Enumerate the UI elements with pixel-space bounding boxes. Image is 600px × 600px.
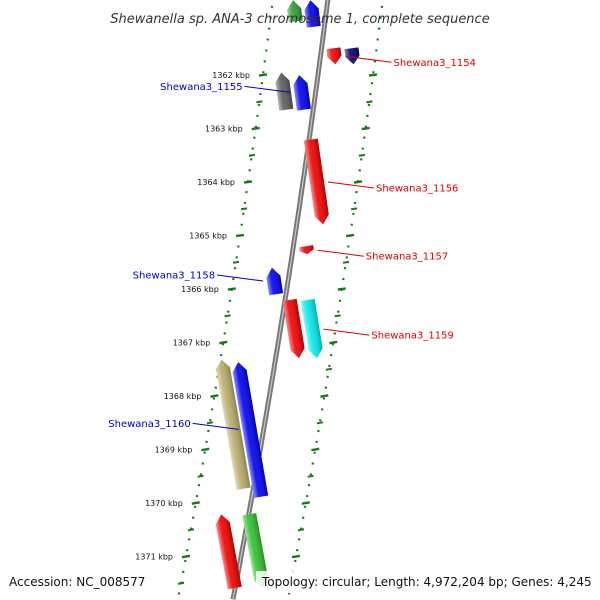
gene-label: Shewana3_1156 [376, 184, 458, 195]
minor-tick [224, 314, 231, 318]
major-tick [258, 73, 268, 77]
gene-label: Shewana3_1160 [108, 419, 190, 430]
gene-arrow [287, 0, 303, 23]
accession-text: Accession: NC_008577 [9, 575, 145, 589]
gene-label: Shewana3_1157 [366, 252, 448, 263]
gene-label-connector [244, 85, 291, 93]
gene-arrow [303, 138, 329, 225]
minor-tick [334, 314, 341, 318]
tick-label: 1365 kbp [189, 232, 227, 241]
minor-tick [307, 474, 314, 478]
gene-arrow [242, 513, 269, 589]
tick-label: 1366 kbp [181, 285, 219, 294]
tick-label: 1363 kbp [205, 125, 243, 134]
major-tick [329, 340, 338, 345]
tick-label: 1362 kbp [212, 71, 250, 80]
major-tick [201, 447, 210, 452]
major-tick [345, 233, 355, 238]
tick-label: 1369 kbp [155, 446, 193, 455]
minor-tick [248, 153, 256, 157]
major-tick [181, 554, 191, 559]
topology-text: Topology: circular; Length: 4,972,204 bp… [261, 575, 592, 589]
minor-tick [350, 207, 358, 211]
gene-label-connector [323, 328, 370, 336]
major-tick [320, 394, 329, 398]
minor-tick [187, 528, 195, 532]
topology-box [256, 571, 596, 593]
minor-tick [325, 367, 333, 371]
gene-arrow [215, 514, 242, 590]
major-tick [191, 501, 200, 505]
major-tick [243, 180, 253, 184]
strand-guides [176, 0, 384, 600]
minor-tick [316, 421, 324, 425]
major-tick [353, 180, 363, 184]
map-title: Shewanella sp. ANA-3 chromosome 1, compl… [110, 12, 489, 27]
minor-tick [177, 581, 185, 585]
major-tick [235, 233, 245, 238]
tick-label: 1364 kbp [197, 178, 235, 187]
minor-tick [240, 207, 248, 211]
reverse-strand-guide [286, 0, 384, 600]
gene-labels: Shewana3_1154 Shewana3_1155 Shewana3_1156 S… [108, 55, 476, 430]
minor-tick [366, 100, 373, 104]
minor-tick [206, 421, 214, 425]
gene-label: Shewana3_1154 [394, 58, 476, 69]
gene-arrow [304, 0, 321, 28]
tick-label: 1368 kbp [164, 392, 202, 401]
gene-label-connector [345, 55, 392, 63]
minor-tick [342, 260, 350, 264]
forward-strand-guide [176, 0, 274, 600]
kbp-ticks: 1362 kbp 1363 kbp 1364 kbp 1365 kbp 1366 kbp… [135, 71, 378, 585]
minor-tick [197, 474, 204, 478]
major-tick [210, 394, 219, 398]
gene-arrow [216, 359, 251, 490]
gene-arrow [299, 245, 314, 255]
major-tick [219, 340, 228, 345]
gene-label: Shewana3_1158 [133, 271, 215, 282]
major-tick [227, 287, 236, 291]
gene-arrow [232, 362, 269, 498]
major-tick [251, 126, 260, 131]
gene-features [215, 0, 360, 590]
gene-arrow [293, 75, 311, 111]
chromosome-backbone [230, 0, 331, 600]
major-tick [368, 73, 378, 77]
minor-tick [232, 260, 240, 264]
accession-box [3, 571, 149, 593]
major-tick [311, 447, 320, 452]
gene-label-connector [317, 249, 364, 257]
gene-label: Shewana3_1155 [160, 82, 242, 93]
major-tick [361, 126, 370, 131]
gene-arrow [326, 47, 342, 65]
minor-tick [256, 100, 263, 104]
gene-label-connector [192, 422, 239, 430]
gene-arrow [300, 298, 323, 359]
backbone-highlight [232, 0, 329, 600]
minor-tick [297, 528, 305, 532]
major-tick [337, 287, 346, 291]
tick-label: 1371 kbp [135, 553, 173, 562]
gene-label: Shewana3_1159 [371, 331, 453, 342]
tick-label: 1370 kbp [145, 499, 183, 508]
gene-arrow [266, 267, 284, 296]
minor-tick [358, 153, 366, 157]
tick-label: 1367 kbp [173, 339, 211, 348]
gene-label-connector [327, 181, 375, 189]
gene-arrow [282, 298, 305, 359]
major-tick [291, 554, 301, 559]
gene-label-connector [217, 274, 264, 282]
gene-arrow [344, 47, 360, 65]
major-tick [301, 501, 310, 505]
